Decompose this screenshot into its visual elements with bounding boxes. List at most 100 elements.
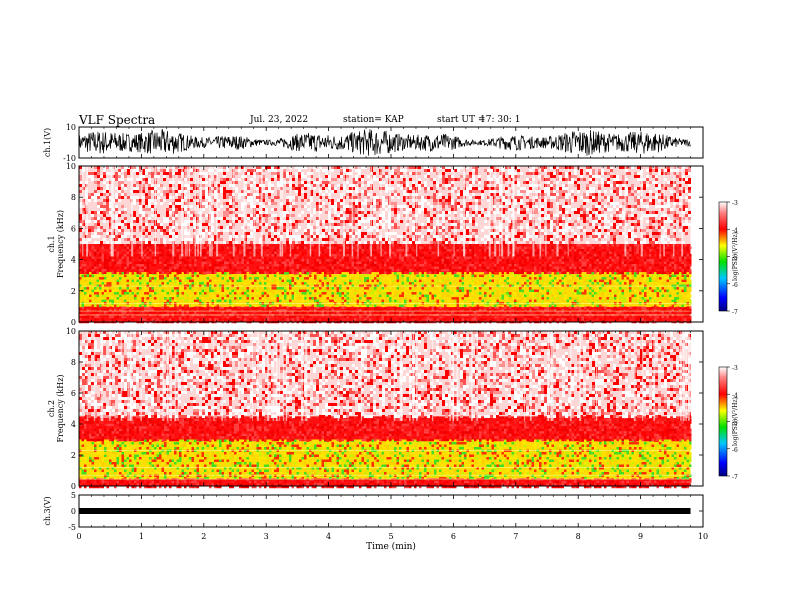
- ch1-spectrogram-cell: [274, 254, 277, 257]
- ch1-spectrogram-cell: [526, 292, 529, 295]
- ch1-spectrogram-cell: [651, 259, 654, 262]
- ch1-spectrogram-cell: [619, 299, 622, 303]
- ch1-spectrogram-cell: [569, 269, 572, 272]
- ch1-spectrogram-cell: [156, 269, 159, 272]
- ch1-spectrogram-cell: [196, 318, 199, 321]
- ch1-spectrogram-cell: [109, 287, 112, 290]
- ch1-spectrogram-cell: [341, 297, 344, 300]
- ch1-spectrogram-cell: [464, 289, 467, 293]
- ch1-spectrogram-cell: [369, 292, 372, 295]
- ch1-spectrogram-cell: [419, 311, 422, 314]
- ch1-spectrogram-cell: [401, 304, 404, 308]
- ch1-spectrogram-cell: [204, 251, 207, 254]
- ch1-spectrogram-cell: [179, 251, 182, 254]
- ch1-spectrogram-cell: [184, 274, 187, 278]
- ch1-spectrogram-cell: [221, 292, 224, 295]
- ch1-spectrogram-cell: [96, 308, 99, 312]
- ch1-spectrogram-cell: [541, 299, 544, 303]
- ch1-spectrogram-cell: [91, 256, 94, 259]
- ch1-spectrogram-cell: [424, 264, 427, 267]
- ch1-spectrogram-cell: [169, 254, 172, 257]
- ch1-spectrogram-cell: [199, 292, 202, 295]
- ch1-spectrogram-cell: [221, 311, 224, 314]
- ch1-spectrogram-cell: [286, 266, 289, 269]
- ch1-spectrogram-cell: [346, 266, 349, 269]
- ch1-spectrogram-cell: [281, 259, 284, 262]
- ch1-spectrogram-cell: [219, 266, 222, 269]
- ch1-spectrogram-cell: [161, 318, 164, 321]
- ch1-spectrogram-cell: [384, 289, 387, 293]
- ch1-spectrogram-cell: [94, 282, 97, 285]
- ch1-spectrogram-cell: [356, 269, 359, 272]
- ch1-spectrogram-cell: [221, 277, 224, 280]
- ch1-spectrogram-cell: [599, 279, 602, 283]
- ch1-spectrogram-cell: [661, 304, 664, 308]
- ch1-spectrogram-cell: [321, 256, 324, 259]
- ch1-spectrogram-cell: [486, 287, 489, 290]
- ch1-spectrogram-cell: [576, 254, 579, 257]
- ch1-spectrogram-cell: [616, 272, 619, 275]
- ch1-spectrogram-cell: [459, 304, 462, 308]
- ch1-spectrogram-cell: [339, 244, 342, 247]
- ch1-spectrogram-cell: [114, 315, 117, 319]
- ch1-spectrogram-cell: [451, 297, 454, 300]
- ch1-spectrogram-cell: [406, 256, 409, 259]
- ch1-spectrogram-cell: [264, 282, 267, 285]
- ch1-spectrogram-cell: [531, 311, 534, 314]
- ch1-spectrogram-cell: [374, 269, 377, 272]
- ch1-spectrogram-cell: [689, 256, 692, 259]
- ch1-spectrogram-cell: [421, 274, 424, 278]
- ch1-spectrogram-cell: [244, 292, 247, 295]
- ch1-spectrogram-cell: [446, 256, 449, 259]
- ch1-spectrogram-cell: [194, 264, 197, 267]
- ch1-spectrogram-cell: [676, 306, 679, 309]
- ch1-spectrogram-cell: [391, 282, 394, 285]
- ch1-spectrogram-cell: [411, 256, 414, 259]
- ch1-spectrogram-cell: [124, 289, 127, 293]
- ch1-spectrogram-cell: [366, 266, 369, 269]
- ch1-spectrogram-cell: [86, 294, 89, 298]
- ch1-spectrogram-cell: [551, 297, 554, 300]
- ch1-spectrogram-cell: [294, 292, 297, 295]
- ch1-spectrogram-cell: [239, 251, 242, 254]
- ch1-spectrogram-cell: [304, 264, 307, 267]
- ch1-spectrogram-cell: [444, 254, 447, 257]
- ch1-spectrogram-cell: [469, 299, 472, 303]
- ch1-spectrogram-cell: [556, 266, 559, 269]
- ch1-spectrogram-cell: [651, 299, 654, 303]
- ch1-spectrogram-cell: [191, 269, 194, 272]
- ch1-spectrogram-cell: [509, 279, 512, 283]
- ch1-spectrogram-cell: [609, 289, 612, 293]
- ch1-spectrogram-cell: [636, 261, 639, 264]
- ch1-spectrogram-cell: [574, 289, 577, 293]
- ch1-spectrogram-cell: [151, 318, 154, 321]
- ch1-spectrogram-cell: [414, 246, 417, 249]
- ch1-spectrogram-cell: [589, 292, 592, 295]
- ch1-spectrogram-cell: [176, 282, 179, 285]
- ch1-spectrogram-cell: [266, 308, 269, 312]
- ch1-spectrogram-cell: [456, 292, 459, 295]
- ch1-spectrogram-cell: [209, 271, 212, 274]
- ch1-spectrogram-cell: [301, 264, 304, 267]
- ch1-spectrogram-cell: [546, 256, 549, 259]
- ch1-spectrogram-cell: [581, 246, 584, 249]
- ch1-spectrogram-cell: [516, 294, 519, 298]
- ch1-spectrogram-cell: [301, 289, 304, 293]
- ch1-spectrogram-cell: [99, 311, 102, 314]
- ch1-spectrogram-cell: [279, 287, 282, 290]
- ch1-spectrogram-cell: [471, 304, 474, 308]
- ch1-spectrogram-cell: [111, 266, 114, 269]
- ch1-spectrogram-cell: [289, 306, 292, 309]
- ch1-spectrogram-cell: [111, 261, 114, 264]
- ch1-spectrogram-cell: [289, 304, 292, 308]
- ch1-spectrogram-cell: [294, 297, 297, 300]
- ch1-spectrogram-cell: [446, 315, 449, 319]
- ch1-spectrogram-cell: [569, 259, 572, 262]
- ch1-spectrogram-cell: [336, 271, 339, 274]
- ch1-spectrogram-cell: [91, 271, 94, 274]
- ch1-spectrogram-cell: [411, 261, 414, 264]
- ch1-spectrogram-cell: [619, 261, 622, 264]
- ch1-spectrogram-cell: [574, 249, 577, 252]
- ch1-spectrogram-cell: [166, 292, 169, 295]
- ch1-spectrogram-cell: [554, 261, 557, 264]
